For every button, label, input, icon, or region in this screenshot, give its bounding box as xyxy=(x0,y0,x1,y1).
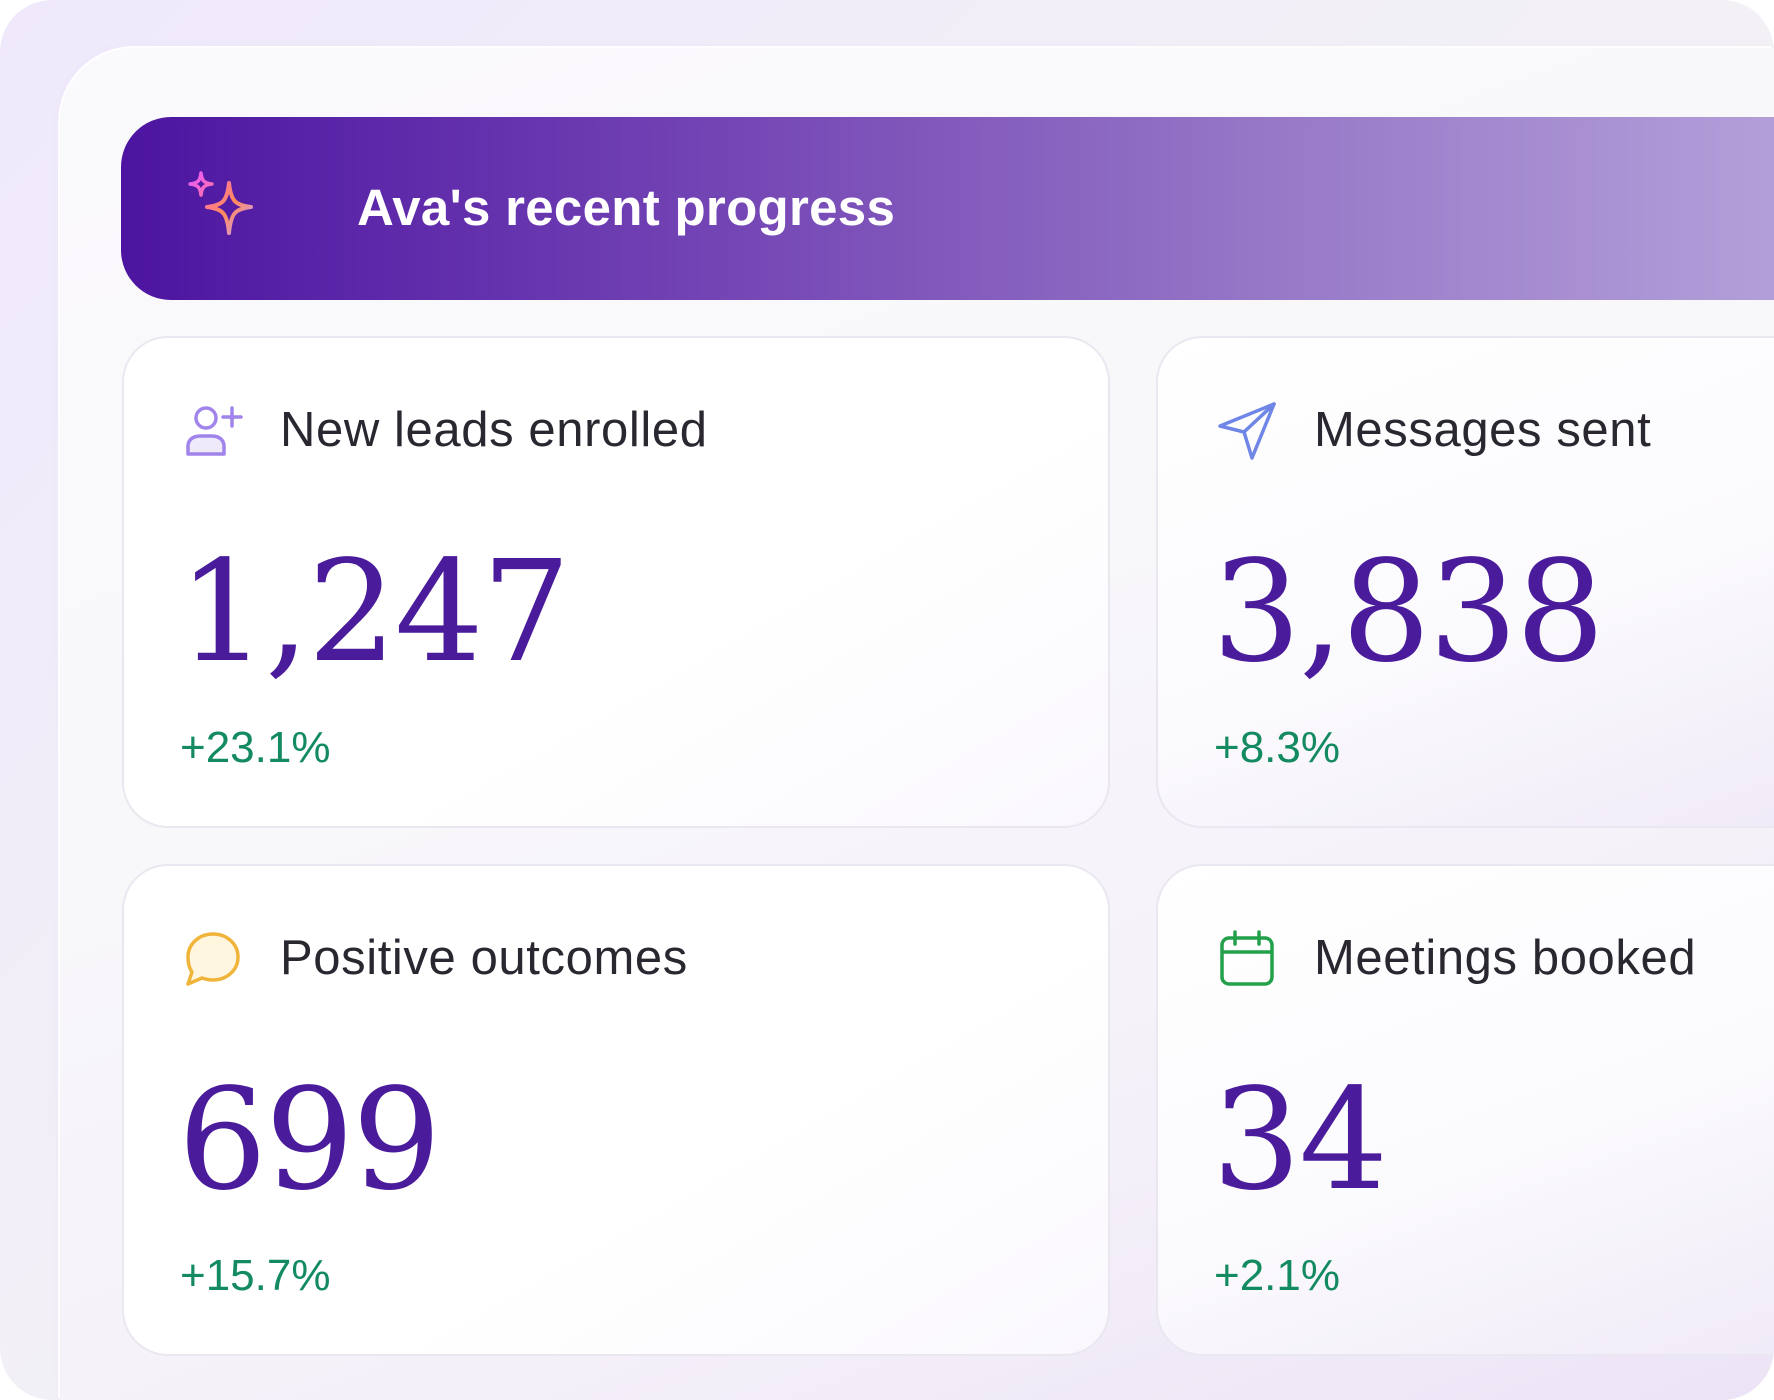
metric-card-new-leads[interactable]: New leads enrolled 1,247 +23.1% xyxy=(122,336,1110,828)
metric-label: New leads enrolled xyxy=(280,403,708,457)
metric-card-messages-sent[interactable]: Messages sent 3,838 +8.3% xyxy=(1156,336,1774,828)
send-icon xyxy=(1218,402,1276,460)
metric-label: Positive outcomes xyxy=(280,931,688,985)
metric-label: Messages sent xyxy=(1314,403,1652,457)
metric-change: +23.1% xyxy=(180,723,331,772)
metric-value: 699 xyxy=(178,1059,441,1222)
calendar-icon xyxy=(1220,930,1274,986)
sparkle-icon xyxy=(188,171,253,235)
banner-title: Ava's recent progress xyxy=(357,179,896,236)
metric-value: 34 xyxy=(1212,1059,1388,1222)
user-plus-icon xyxy=(186,406,243,456)
metric-card-meetings-booked[interactable]: Meetings booked 34 +2.1% xyxy=(1156,864,1774,1356)
metric-change: +2.1% xyxy=(1214,1251,1340,1300)
metric-change: +15.7% xyxy=(180,1251,331,1300)
chat-bubble-icon xyxy=(186,932,240,986)
progress-banner: Ava's recent progress xyxy=(121,117,1774,300)
metric-label: Meetings booked xyxy=(1314,931,1697,985)
metric-change: +8.3% xyxy=(1214,723,1340,772)
dashboard-panel: Ava's recent progress New leads enrolled… xyxy=(60,48,1774,1400)
metric-value: 3,838 xyxy=(1212,531,1605,694)
metric-card-positive-outcomes[interactable]: Positive outcomes 699 +15.7% xyxy=(122,864,1110,1356)
metric-value: 1,247 xyxy=(178,531,571,694)
